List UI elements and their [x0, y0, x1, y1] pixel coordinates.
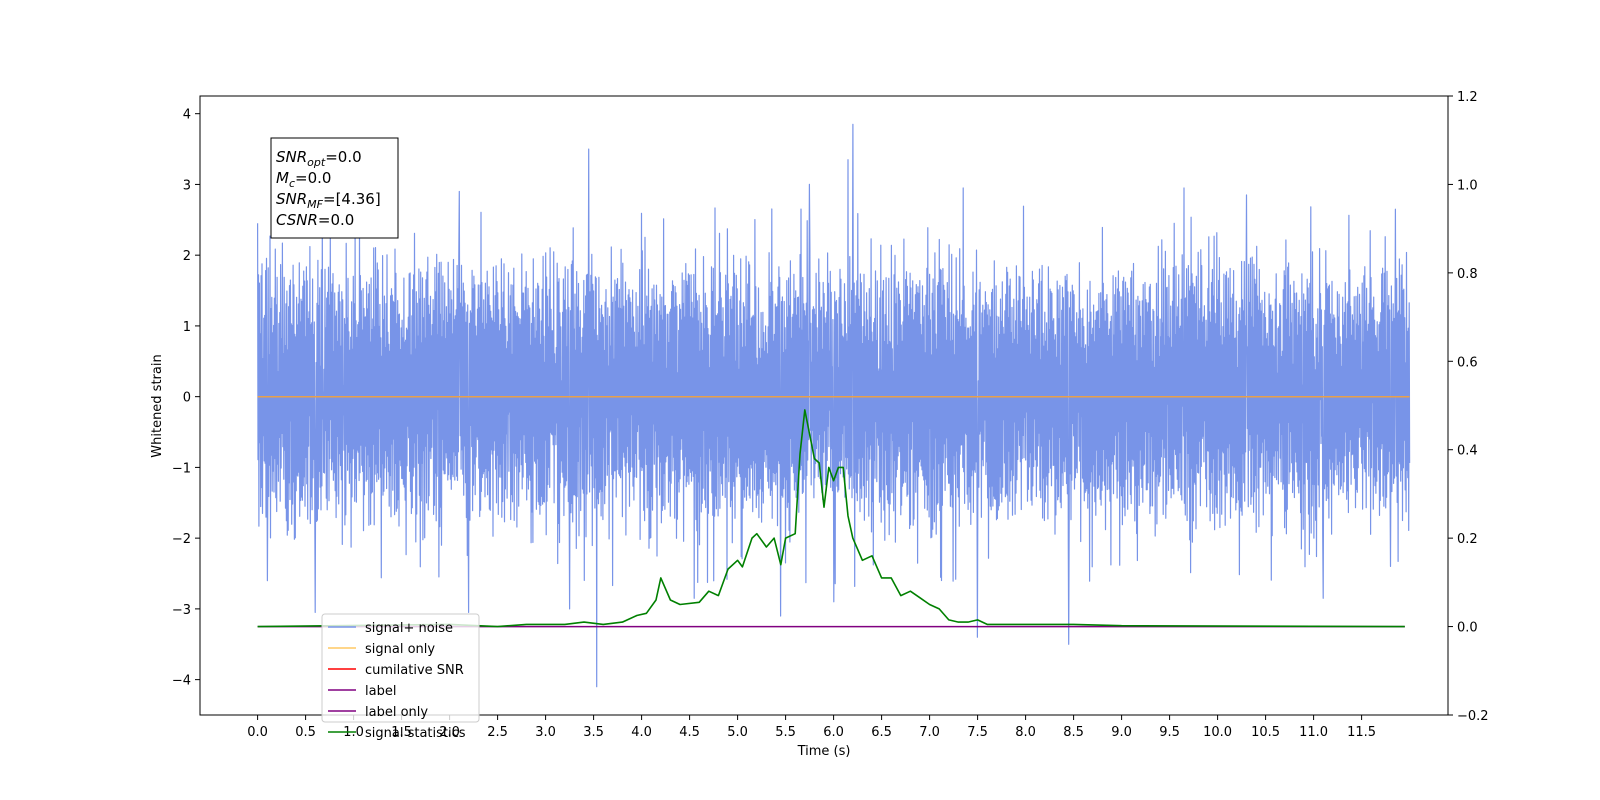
legend-frame	[321, 613, 480, 723]
legend-label: label only	[365, 705, 428, 720]
y2-tick-label: 0.4	[1457, 444, 1478, 459]
x-tick-label: 8.0	[1015, 725, 1036, 740]
annotation-line: CSNR=0.0	[276, 211, 354, 229]
y2-tick-label: 0.2	[1457, 532, 1478, 547]
y2-tick-label: 1.0	[1457, 178, 1478, 193]
x-tick-label: 3.5	[583, 725, 604, 740]
signal-noise-line	[257, 123, 1411, 688]
legend-label: signal only	[365, 642, 435, 657]
legend-label: signal statistics	[365, 726, 466, 741]
x-tick-label: 4.5	[679, 725, 700, 740]
y2-tick-label: 1.2	[1457, 90, 1478, 105]
x-tick-label: 2.5	[487, 725, 508, 740]
x-tick-label: 10.0	[1203, 725, 1232, 740]
x-axis-label: Time (s)	[797, 744, 851, 759]
legend-label: label	[365, 684, 396, 699]
x-tick-label: 8.5	[1063, 725, 1084, 740]
x-axis: 0.0 0.5 1.0 1.5 2.0 2.5 3.0 3.5 4.0 4.5 5.0 5.5 6.0 6…	[247, 715, 1376, 740]
y-tick-label: −4	[172, 674, 191, 689]
y-axis-left: −4 −3 −2 −1 0 1 2 3 4	[172, 108, 200, 689]
x-tick-label: 6.0	[823, 725, 844, 740]
x-tick-label: 0.0	[247, 725, 268, 740]
y-tick-label: 0	[183, 391, 191, 406]
y-tick-label: −2	[172, 532, 191, 547]
legend-label: cumilative SNR	[365, 663, 464, 678]
y2-tick-label: 0.6	[1457, 355, 1478, 370]
x-tick-label: 7.0	[919, 725, 940, 740]
y-axis-label: Whitened strain	[150, 354, 165, 457]
x-tick-label: 10.5	[1251, 725, 1280, 740]
y-tick-label: 4	[183, 108, 191, 123]
y-tick-label: −3	[172, 603, 191, 618]
x-tick-label: 4.0	[631, 725, 652, 740]
x-tick-label: 3.0	[535, 725, 556, 740]
y2-tick-label: −0.2	[1457, 709, 1489, 724]
plot-frame	[199, 95, 1449, 716]
y2-tick-label: 0.0	[1457, 621, 1478, 636]
x-tick-label: 11.0	[1299, 725, 1328, 740]
x-tick-label: 7.5	[967, 725, 988, 740]
legend: signal+ noise signal only cumilative SNR la…	[321, 613, 480, 741]
y-tick-label: 3	[183, 178, 191, 193]
x-tick-label: 5.5	[775, 725, 796, 740]
legend-label: signal+ noise	[365, 621, 453, 636]
x-tick-label: 9.0	[1111, 725, 1132, 740]
y-tick-label: −1	[172, 461, 191, 476]
x-tick-label: 0.5	[295, 725, 316, 740]
annotation-line: SNRMF=[4.36]	[276, 190, 381, 211]
x-tick-label: 6.5	[871, 725, 892, 740]
y-axis-right: −0.2 0.0 0.2 0.4 0.6 0.8 1.0 1.2	[1448, 90, 1489, 724]
y-tick-label: 1	[183, 320, 191, 335]
signal-statistics-line	[257, 409, 1405, 628]
annotation-frame	[270, 137, 399, 239]
x-tick-label: 2.0	[439, 725, 460, 740]
x-tick-label: 9.5	[1159, 725, 1180, 740]
annotation-line: Mc=0.0	[276, 169, 331, 190]
x-tick-label: 1.5	[391, 725, 412, 740]
signal-noise-trace	[257, 123, 1411, 688]
annotation-line: SNRopt=0.0	[276, 148, 362, 169]
x-tick-label: 5.0	[727, 725, 748, 740]
y2-tick-label: 0.8	[1457, 267, 1478, 282]
y-tick-label: 2	[183, 249, 191, 264]
x-tick-label: 11.5	[1347, 725, 1376, 740]
